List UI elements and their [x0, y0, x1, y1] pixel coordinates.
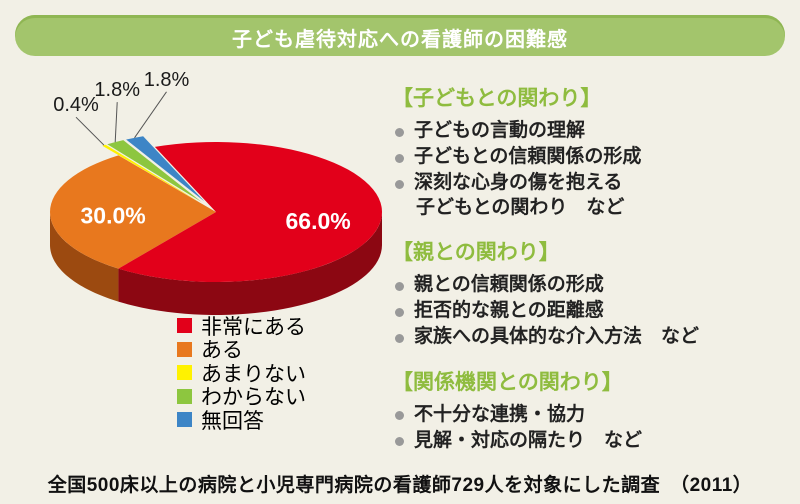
svg-text:30.0%: 30.0% — [80, 203, 145, 229]
svg-text:1.8%: 1.8% — [94, 79, 140, 101]
svg-text:0.4%: 0.4% — [53, 94, 99, 116]
svg-text:1.8%: 1.8% — [144, 69, 190, 91]
svg-text:66.0%: 66.0% — [285, 208, 350, 234]
